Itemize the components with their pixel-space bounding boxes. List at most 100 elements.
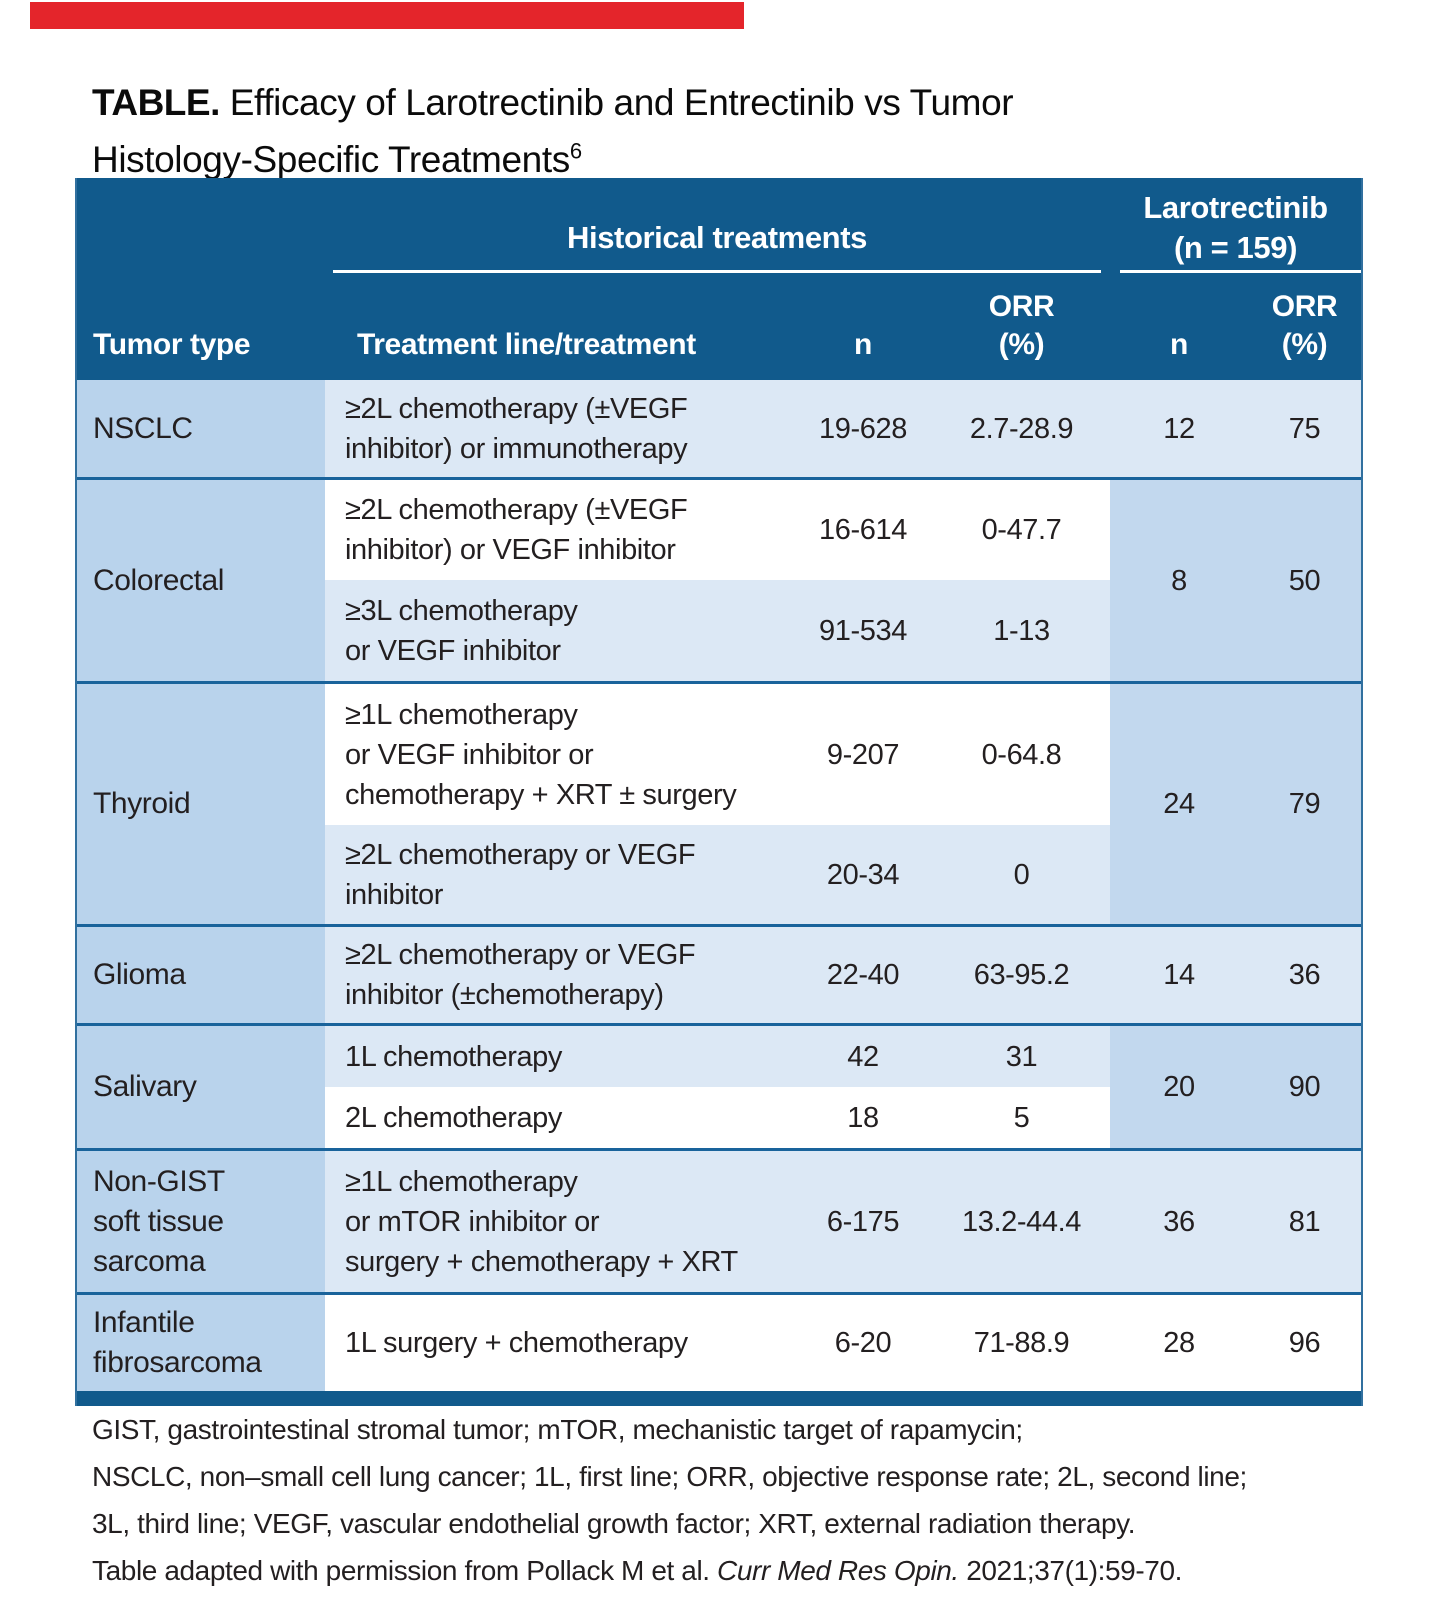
tumor-type-label: Non-GIST (93, 1164, 225, 1198)
tumor-type-label: Colorectal (93, 563, 225, 597)
n-value-cell: 9-207 (793, 684, 933, 825)
title-line-2: Histology-Specific Treatments6 (92, 131, 1092, 188)
orr-historical-column-header: ORR (%) (933, 288, 1110, 364)
tumor-type-label: sarcoma (93, 1244, 206, 1278)
larotrectinib-n-cell: 12 (1110, 380, 1248, 477)
larotrectinib-orr-cell: 79 (1248, 684, 1361, 924)
orr-value-cell: 63-95.2 (933, 927, 1110, 1023)
orr-value-cell: 5 (933, 1087, 1110, 1148)
tumor-type-label: soft tissue (93, 1204, 224, 1238)
larotrectinib-label: Larotrectinib (1143, 190, 1328, 225)
table-title: TABLE. Efficacy of Larotrectinib and Ent… (92, 74, 1092, 188)
treatment-cell: ≥1L chemotherapy or mTOR inhibitor or su… (325, 1151, 793, 1292)
treatment-line: ≥2L chemotherapy or VEGF (345, 838, 696, 871)
n-value-cell: 19-628 (793, 380, 933, 477)
tumor-type-label: Infantile (93, 1306, 195, 1339)
row-group-colorectal: Colorectal ≥2L chemotherapy (±VEGF inhib… (77, 477, 1361, 681)
orr-larotrectinib-column-header: ORR (%) (1248, 288, 1361, 364)
treatment-line: 1L surgery + chemotherapy (345, 1327, 688, 1359)
orr-value-cell: 0-64.8 (933, 684, 1110, 825)
orr-value-cell: 1-13 (933, 580, 1110, 681)
tumor-type-cell: Colorectal (77, 480, 325, 681)
orr-percent-label: (%) (1281, 328, 1328, 361)
larotrectinib-group-header: Larotrectinib (n = 159) (1110, 188, 1361, 268)
treatment-cell: ≥3L chemotherapy or VEGF inhibitor (325, 580, 793, 681)
tumor-type-label: Glioma (93, 958, 186, 991)
row-group-salivary: Salivary 1L chemotherapy 42 31 2L chemot… (77, 1023, 1361, 1148)
footnote-abbreviations-3: 3L, third line; VEGF, vascular endotheli… (92, 1508, 1136, 1539)
larotrectinib-n-cell: 20 (1110, 1026, 1248, 1148)
tumor-type-label: Thyroid (93, 787, 191, 820)
table-header: Historical treatments Larotrectinib (n =… (77, 178, 1361, 380)
treatment-line: ≥1L chemotherapy (345, 698, 578, 731)
treatment-line: or VEGF inhibitor (345, 634, 561, 667)
orr-value-cell: 71-88.9 (933, 1295, 1110, 1391)
title-text-1: Efficacy of Larotrectinib and Entrectini… (229, 82, 1014, 123)
orr-label: ORR (1271, 290, 1338, 323)
treatment-line: ≥3L chemotherapy (345, 594, 578, 627)
larotrectinib-n-cell: 28 (1110, 1295, 1248, 1391)
n-value-cell: 42 (793, 1026, 933, 1087)
orr-value-cell: 13.2-44.4 (933, 1151, 1110, 1292)
treatment-line: or mTOR inhibitor or (345, 1205, 600, 1238)
tumor-type-cell: Infantile fibrosarcoma (77, 1295, 325, 1391)
footnote-source-citation: 2021;37(1):59-70. (958, 1555, 1182, 1586)
table-bottom-bar (77, 1391, 1361, 1406)
title-text-2: Histology-Specific Treatments (92, 139, 570, 180)
tumor-type-label: fibrosarcoma (93, 1346, 262, 1379)
treatment-line: inhibitor (345, 878, 443, 911)
treatment-cell: 1L surgery + chemotherapy (325, 1295, 793, 1391)
title-line-1: TABLE. Efficacy of Larotrectinib and Ent… (92, 74, 1092, 131)
orr-label: ORR (988, 290, 1055, 323)
n-value-cell: 6-175 (793, 1151, 933, 1292)
n-value-cell: 22-40 (793, 927, 933, 1023)
n-value-cell: 6-20 (793, 1295, 933, 1391)
treatment-cell: ≥2L chemotherapy or VEGF inhibitor (±che… (325, 927, 793, 1023)
historical-treatments-group-header: Historical treatments (567, 220, 867, 255)
row-group-glioma: Glioma ≥2L chemotherapy or VEGF inhibito… (77, 924, 1361, 1023)
treatment-line: ≥2L chemotherapy or VEGF (345, 939, 696, 971)
larotrectinib-n-cell: 36 (1110, 1151, 1248, 1292)
tumor-type-label: NSCLC (93, 411, 193, 445)
efficacy-table: Historical treatments Larotrectinib (n =… (75, 178, 1363, 1406)
n-value-cell: 20-34 (793, 825, 933, 924)
larotrectinib-underline (1120, 270, 1361, 273)
larotrectinib-n-cell: 8 (1110, 480, 1248, 681)
row-group-non-gist-sarcoma: Non-GIST soft tissue sarcoma ≥1L chemoth… (77, 1148, 1361, 1292)
footnote-source-journal: Curr Med Res Opin. (717, 1555, 959, 1586)
treatment-line: inhibitor) or VEGF inhibitor (345, 534, 676, 566)
tumor-type-cell: Non-GIST soft tissue sarcoma (77, 1151, 325, 1292)
footnotes: GIST, gastrointestinal stromal tumor; mT… (92, 1406, 1392, 1594)
orr-value-cell: 0-47.7 (933, 480, 1110, 580)
footnote-source-text: Table adapted with permission from Polla… (92, 1555, 718, 1586)
row-group-nsclc: NSCLC ≥2L chemotherapy (±VEGF inhibitor)… (77, 380, 1361, 477)
n-value-cell: 16-614 (793, 480, 933, 580)
larotrectinib-n-cell: 24 (1110, 684, 1248, 924)
tumor-type-cell: NSCLC (77, 380, 325, 477)
tumor-type-cell: Thyroid (77, 684, 325, 924)
n-value-cell: 91-534 (793, 580, 933, 681)
footnote-source: Table adapted with permission from Polla… (92, 1547, 1392, 1594)
larotrectinib-orr-cell: 75 (1248, 380, 1361, 477)
larotrectinib-orr-cell: 81 (1248, 1151, 1361, 1292)
treatment-cell: 2L chemotherapy (325, 1087, 793, 1148)
tumor-type-cell: Glioma (77, 927, 325, 1023)
orr-value-cell: 0 (933, 825, 1110, 924)
treatment-line: inhibitor (±chemotherapy) (345, 979, 664, 1011)
larotrectinib-n-label: (n = 159) (1173, 230, 1298, 265)
larotrectinib-orr-cell: 50 (1248, 480, 1361, 681)
title-label: TABLE. (92, 82, 220, 123)
column-headers-row: Tumor type Treatment line/treatment n OR… (77, 262, 1361, 380)
larotrectinib-orr-cell: 36 (1248, 927, 1361, 1023)
red-banner (30, 2, 744, 29)
treatment-cell: ≥2L chemotherapy or VEGF inhibitor (325, 825, 793, 924)
treatment-cell: ≥1L chemotherapy or VEGF inhibitor or ch… (325, 684, 793, 825)
tumor-type-label: Salivary (93, 1070, 197, 1103)
treatment-line: ≥2L chemotherapy (±VEGF (345, 392, 688, 425)
row-group-thyroid: Thyroid ≥1L chemotherapy or VEGF inhibit… (77, 681, 1361, 924)
larotrectinib-orr-cell: 90 (1248, 1026, 1361, 1148)
treatment-cell: 1L chemotherapy (325, 1026, 793, 1087)
treatment-line: 2L chemotherapy (345, 1101, 563, 1134)
treatment-column-header: Treatment line/treatment (357, 328, 696, 361)
